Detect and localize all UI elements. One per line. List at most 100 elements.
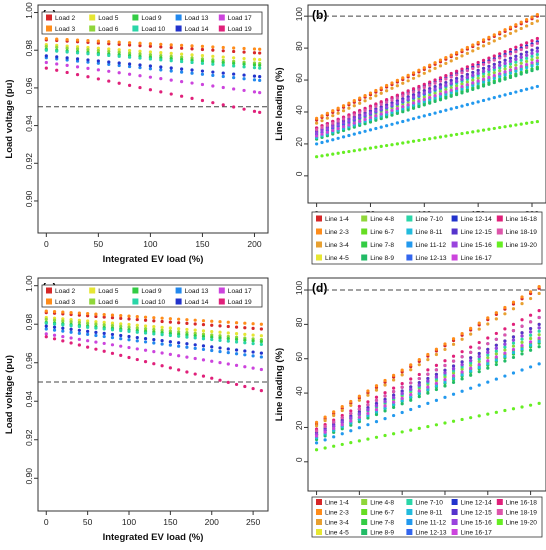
data-point — [477, 370, 481, 374]
data-point — [148, 44, 152, 48]
data-point — [481, 44, 486, 48]
data-point — [357, 420, 361, 424]
data-point — [401, 119, 405, 124]
data-point — [438, 64, 443, 68]
x-tick-label: 50 — [94, 239, 104, 249]
data-point — [434, 347, 439, 351]
data-point — [258, 63, 262, 67]
data-point — [426, 391, 430, 395]
data-point — [535, 52, 539, 57]
data-point — [331, 121, 335, 125]
data-point — [75, 57, 80, 61]
data-point — [492, 58, 496, 62]
data-point — [143, 318, 148, 322]
legend-label: Line 12-13 — [415, 530, 446, 537]
legend-label: Line 4-8 — [370, 216, 394, 223]
data-point — [168, 352, 172, 356]
data-point — [357, 415, 361, 419]
data-point — [340, 416, 344, 420]
legend: Line 1-4 Line 2-3 Line 3-4 Line 4-5 Line 4-8… — [311, 496, 543, 538]
data-point — [417, 68, 421, 72]
data-point — [251, 322, 255, 326]
legend-item: Line 6-7 — [361, 228, 394, 236]
data-point — [234, 332, 239, 336]
data-point — [390, 113, 394, 117]
data-point — [143, 315, 148, 319]
data-point — [315, 127, 319, 132]
legend-label: Load 14 — [185, 26, 209, 33]
data-point — [193, 336, 197, 340]
data-point — [486, 336, 490, 340]
x-axis-label: Integrated EV load (%) — [103, 254, 204, 265]
data-point — [135, 315, 139, 319]
data-point — [374, 104, 378, 109]
y-tick-label: 0.98 — [24, 40, 34, 57]
data-point — [201, 344, 206, 348]
data-point — [117, 40, 121, 44]
data-point — [460, 337, 464, 341]
data-point — [492, 73, 496, 78]
data-point — [180, 94, 184, 98]
data-point — [315, 134, 319, 138]
data-point — [428, 98, 432, 102]
legend-item: Line 8-9 — [361, 254, 394, 262]
data-point — [201, 334, 206, 338]
data-point — [469, 386, 473, 390]
legend-label: Load 10 — [141, 26, 165, 33]
data-point — [232, 61, 236, 65]
data-point — [383, 416, 387, 421]
data-point — [75, 38, 80, 42]
data-point — [160, 316, 164, 320]
data-point — [443, 421, 447, 425]
data-point — [401, 141, 405, 145]
data-point — [494, 377, 498, 381]
data-point — [530, 86, 534, 90]
data-point — [498, 79, 502, 83]
legend-item: Load 14 — [175, 25, 209, 33]
data-point — [168, 366, 172, 370]
data-point — [379, 112, 383, 116]
series-line-2-3 — [314, 284, 541, 424]
data-point — [320, 132, 324, 136]
legend-swatch — [361, 241, 368, 248]
data-point — [314, 448, 319, 452]
data-point — [119, 328, 123, 333]
data-point — [211, 60, 215, 64]
data-point — [352, 132, 356, 136]
data-point — [210, 345, 214, 349]
data-point — [77, 318, 81, 322]
series-line-16-18 — [315, 36, 539, 130]
data-point — [138, 85, 142, 90]
data-point — [451, 376, 456, 381]
data-point — [117, 50, 121, 54]
data-point — [508, 59, 513, 63]
data-point — [336, 106, 340, 110]
data-point — [44, 44, 48, 49]
data-point — [168, 343, 172, 347]
legend-swatch — [361, 254, 368, 261]
legend-swatch — [316, 509, 322, 515]
y-tick-label: 0.96 — [24, 77, 34, 94]
data-point — [110, 343, 115, 347]
legend-swatch — [406, 499, 413, 505]
legend-item: Line 12-14 — [451, 499, 492, 507]
data-point — [366, 437, 370, 441]
x-tick-label: 0 — [44, 239, 49, 249]
data-point — [160, 328, 164, 332]
data-point — [159, 42, 163, 46]
data-point — [481, 58, 486, 62]
data-point — [190, 44, 194, 48]
data-point — [514, 45, 518, 49]
data-point — [514, 74, 518, 78]
data-point — [492, 96, 496, 100]
data-point — [465, 103, 469, 107]
data-point — [374, 94, 378, 98]
series-load-3 — [44, 36, 262, 51]
legend-label: Load 17 — [228, 288, 252, 295]
data-point — [379, 116, 383, 121]
data-point — [469, 366, 473, 370]
series-load-17 — [44, 332, 263, 372]
legend-label: Line 4-5 — [325, 255, 349, 262]
data-point — [352, 99, 356, 103]
data-point — [520, 324, 524, 328]
